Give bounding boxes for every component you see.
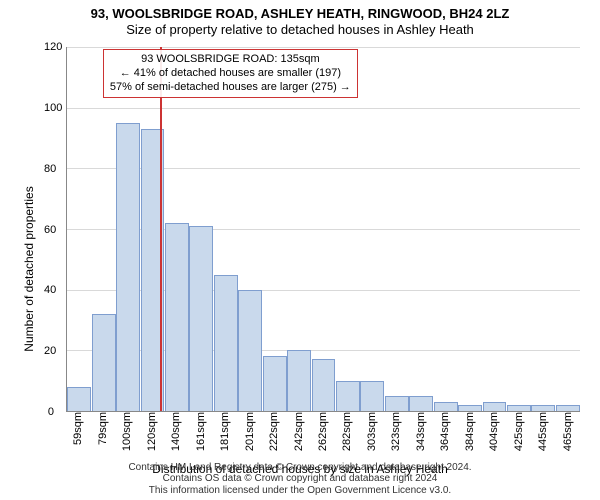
x-tick-label: 384sqm	[464, 412, 476, 451]
property-marker-line	[160, 47, 162, 411]
footer-line2: Contains OS data © Crown copyright and d…	[10, 473, 590, 485]
chart-title-line2: Size of property relative to detached ho…	[10, 22, 590, 38]
histogram-bar	[385, 396, 409, 411]
x-tick-label: 323sqm	[390, 412, 402, 451]
x-tick-label: 140sqm	[170, 412, 182, 451]
x-tick-label: 222sqm	[268, 412, 280, 451]
plot-region: 93 WOOLSBRIDGE ROAD: 135sqm← 41% of deta…	[66, 47, 580, 412]
x-tick-label: 161sqm	[195, 412, 207, 451]
x-tick-label: 343sqm	[415, 412, 427, 451]
histogram-bar	[531, 405, 555, 411]
x-tick-label: 262sqm	[317, 412, 329, 451]
x-tick-label: 242sqm	[293, 412, 305, 451]
histogram-bar	[189, 226, 213, 411]
x-tick-label: 465sqm	[562, 412, 574, 451]
x-tick-label: 201sqm	[244, 412, 256, 451]
y-tick-label: 40	[44, 284, 54, 296]
chart-container: 93, WOOLSBRIDGE ROAD, ASHLEY HEATH, RING…	[0, 0, 600, 500]
footer-text: Contains HM Land Registry data © Crown c…	[10, 462, 590, 497]
y-tick-label: 0	[44, 406, 54, 418]
y-tick-label: 100	[44, 102, 54, 114]
histogram-bar	[67, 387, 91, 411]
x-tick-label: 181sqm	[219, 412, 231, 451]
histogram-bar	[165, 223, 189, 411]
y-tick-label: 120	[44, 41, 54, 53]
annotation-line: 57% of semi-detached houses are larger (…	[110, 81, 351, 95]
histogram-bar	[409, 396, 433, 411]
histogram-bar	[116, 123, 140, 411]
annotation-line: 93 WOOLSBRIDGE ROAD: 135sqm	[110, 53, 351, 67]
x-tick-label: 425sqm	[513, 412, 525, 451]
chart-title-line1: 93, WOOLSBRIDGE ROAD, ASHLEY HEATH, RING…	[10, 6, 590, 22]
histogram-bar	[336, 381, 360, 411]
gridline	[67, 47, 580, 48]
histogram-bar	[263, 356, 287, 411]
histogram-bar	[214, 275, 238, 411]
y-tick-label: 80	[44, 163, 54, 175]
histogram-bar	[312, 359, 336, 411]
x-tick-label: 364sqm	[439, 412, 451, 451]
histogram-bar	[360, 381, 384, 411]
x-tick-label: 404sqm	[488, 412, 500, 451]
histogram-bar	[483, 402, 507, 411]
y-tick-label: 20	[44, 345, 54, 357]
x-tick-label: 100sqm	[121, 412, 133, 451]
histogram-bar	[458, 405, 482, 411]
histogram-bar	[434, 402, 458, 411]
x-tick-label: 120sqm	[146, 412, 158, 451]
histogram-bar	[507, 405, 531, 411]
annotation-line: ← 41% of detached houses are smaller (19…	[110, 67, 351, 81]
footer-line3: This information licensed under the Open…	[10, 485, 590, 497]
x-tick-label: 79sqm	[97, 412, 109, 445]
y-tick-label: 60	[44, 224, 54, 236]
gridline	[67, 108, 580, 109]
histogram-bar	[92, 314, 116, 411]
chart-area: Number of detached properties 0204060801…	[10, 41, 590, 496]
x-tick-label: 59sqm	[72, 412, 84, 445]
annotation-box: 93 WOOLSBRIDGE ROAD: 135sqm← 41% of deta…	[103, 49, 358, 98]
x-tick-label: 303sqm	[366, 412, 378, 451]
histogram-bar	[287, 350, 311, 411]
x-tick-label: 445sqm	[537, 412, 549, 451]
x-ticks: 59sqm 79sqm 100sqm 120sqm 140sqm 161sqm 181sqm…	[66, 412, 580, 456]
histogram-bar	[556, 405, 580, 411]
histogram-bar	[238, 290, 262, 411]
footer-line1: Contains HM Land Registry data © Crown c…	[10, 462, 590, 474]
x-tick-label: 282sqm	[341, 412, 353, 451]
